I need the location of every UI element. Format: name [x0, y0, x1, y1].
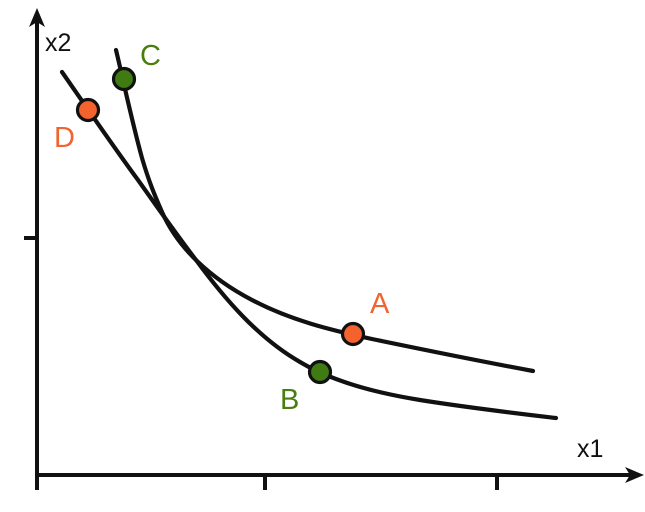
x-axis-arrowhead	[625, 467, 644, 483]
data-point-D[interactable]	[75, 97, 101, 123]
curve-upper	[113, 47, 536, 374]
data-point-C[interactable]	[111, 66, 137, 92]
data-point-B[interactable]	[307, 359, 333, 385]
x-axis-label: x1	[577, 435, 604, 463]
point-label-c: C	[140, 40, 161, 72]
y-axis-group	[24, 8, 45, 490]
data-point-A[interactable]	[340, 321, 366, 347]
y-axis-arrowhead	[29, 8, 45, 27]
point-label-b: B	[280, 384, 300, 416]
point-label-a: A	[370, 288, 390, 320]
curve-lower	[59, 69, 559, 421]
point-label-d: D	[54, 122, 75, 154]
x-axis-group	[35, 467, 644, 490]
y-axis-label: x2	[45, 29, 72, 57]
